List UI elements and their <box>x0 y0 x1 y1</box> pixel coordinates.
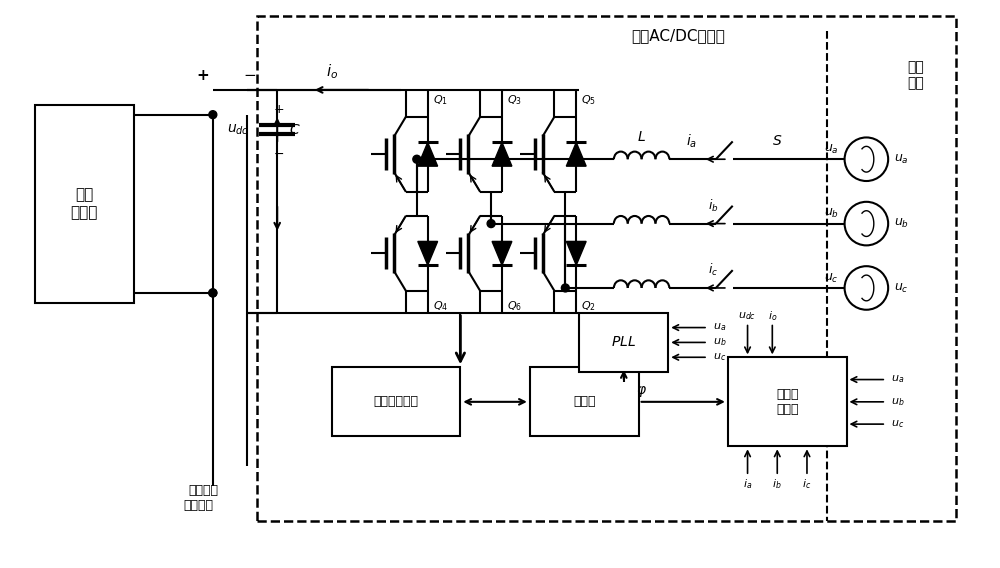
Text: $u_c$: $u_c$ <box>824 272 839 285</box>
Circle shape <box>845 266 888 310</box>
Bar <box>257 16 956 521</box>
Circle shape <box>845 137 888 181</box>
Text: $PLL$: $PLL$ <box>611 336 636 349</box>
Text: $i_a$: $i_a$ <box>686 133 697 150</box>
Text: $Q_6$: $Q_6$ <box>507 299 522 312</box>
Bar <box>35 105 134 303</box>
Text: 驱动保护电路: 驱动保护电路 <box>374 395 419 408</box>
Polygon shape <box>566 143 586 166</box>
Text: $u_c$: $u_c$ <box>894 281 909 295</box>
Text: $u_{dc}$: $u_{dc}$ <box>738 310 757 321</box>
Text: $u_b$: $u_b$ <box>891 396 905 408</box>
Text: 采样调
理电路: 采样调 理电路 <box>776 388 798 416</box>
Text: $i_c$: $i_c$ <box>802 477 812 491</box>
Circle shape <box>209 289 217 297</box>
Text: $u_a$: $u_a$ <box>713 321 726 333</box>
Text: 直流母线: 直流母线 <box>183 499 213 512</box>
Circle shape <box>845 202 888 245</box>
Text: $u_b$: $u_b$ <box>894 217 909 230</box>
Text: $u_b$: $u_b$ <box>713 336 726 348</box>
Text: $L$: $L$ <box>637 131 646 144</box>
Text: $S$: $S$ <box>772 135 782 148</box>
Text: 三相
电网: 三相 电网 <box>908 60 924 90</box>
Polygon shape <box>566 241 586 265</box>
Polygon shape <box>492 143 512 166</box>
Circle shape <box>209 289 217 297</box>
Text: 直流母线: 直流母线 <box>188 485 218 498</box>
Text: $i_a$: $i_a$ <box>743 477 752 491</box>
Text: $u_b$: $u_b$ <box>824 207 839 220</box>
Text: $i_o$: $i_o$ <box>326 62 338 81</box>
Text: +: + <box>274 103 284 116</box>
Text: 双向AC/DC变换器: 双向AC/DC变换器 <box>631 28 725 43</box>
Bar <box>579 313 668 372</box>
Text: −: − <box>274 148 284 161</box>
Bar <box>530 367 639 436</box>
Bar <box>728 357 847 446</box>
Text: $u_a$: $u_a$ <box>891 374 904 386</box>
Circle shape <box>561 284 569 292</box>
Text: $u_c$: $u_c$ <box>891 418 904 430</box>
Polygon shape <box>492 241 512 265</box>
Polygon shape <box>418 143 438 166</box>
Text: $i_o$: $i_o$ <box>768 309 777 323</box>
Text: 直流
微电网: 直流 微电网 <box>70 187 98 220</box>
Text: $Q_1$: $Q_1$ <box>433 93 448 107</box>
Text: $Q_4$: $Q_4$ <box>433 299 448 312</box>
Circle shape <box>209 111 217 119</box>
Text: $u_c$: $u_c$ <box>713 352 726 363</box>
Text: $i_b$: $i_b$ <box>708 198 718 214</box>
Text: $Q_5$: $Q_5$ <box>581 93 596 107</box>
Text: $Q_3$: $Q_3$ <box>507 93 522 107</box>
Text: $i_b$: $i_b$ <box>772 477 782 491</box>
Text: $u_a$: $u_a$ <box>894 153 909 166</box>
Text: −: − <box>243 68 256 82</box>
Text: +: + <box>197 68 209 82</box>
Text: $u_{dc}$: $u_{dc}$ <box>227 122 249 137</box>
Text: $C$: $C$ <box>289 123 301 136</box>
Circle shape <box>487 220 495 228</box>
Bar <box>332 367 460 436</box>
Text: $i_c$: $i_c$ <box>708 262 718 278</box>
Text: 控制器: 控制器 <box>573 395 595 408</box>
Text: $u_a$: $u_a$ <box>824 143 839 156</box>
Text: $\varphi$: $\varphi$ <box>636 385 647 399</box>
Circle shape <box>413 155 421 163</box>
Polygon shape <box>418 241 438 265</box>
Text: $Q_2$: $Q_2$ <box>581 299 596 312</box>
